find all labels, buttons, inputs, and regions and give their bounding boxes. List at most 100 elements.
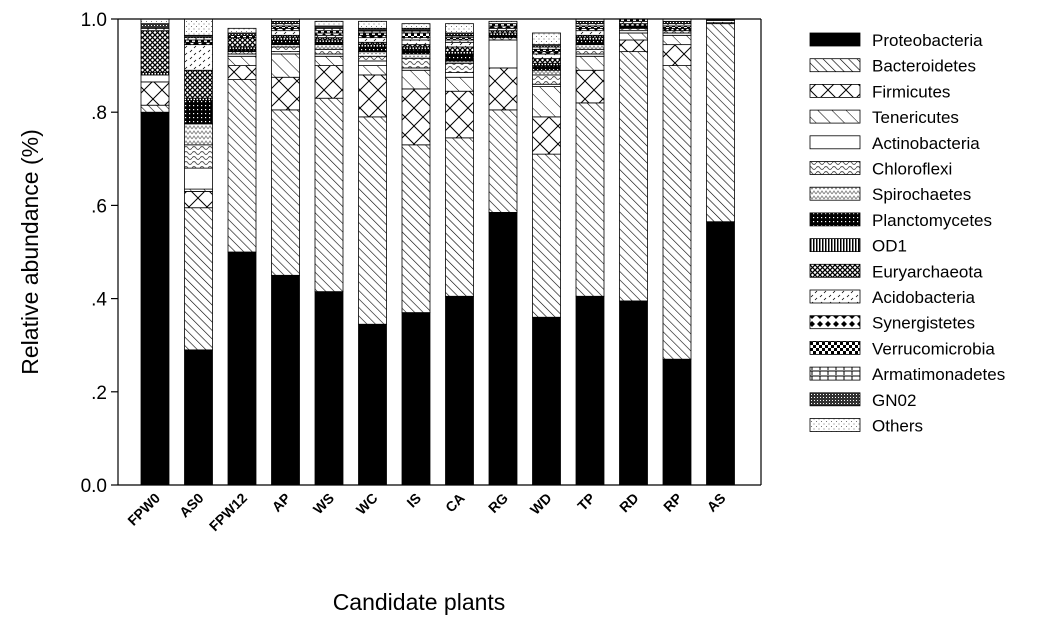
bar-segment-chloroflexi-ws [314,48,344,55]
legend-item-euryarchaeota: Euryarchaeota [809,262,983,281]
bar-segment-acidobacteria-wd [532,53,561,60]
bar-segment-planctomycetes-ca [445,53,474,62]
bar-segment-firmicutes-ws [314,65,344,99]
bar-segment-chloroflexi-ap [271,46,300,53]
bar-segment-planctomycetes-wc [358,46,387,53]
bar-segment-actinobacteria-wc [358,60,387,66]
bar-segment-bacteroidetes-ap [271,109,300,276]
bar-segment-planctomycetes-is [401,48,431,55]
x-axis-title: Candidate plants [333,589,506,615]
bar-segment-firmicutes-tp [575,69,605,104]
bar-segment-tenericutes-wc [358,65,387,76]
legend-item-actinobacteria: Actinobacteria [809,134,980,153]
bar-segment-planctomycetes-wd [532,65,561,71]
bar-segment-proteobacteria-rp [662,358,692,486]
bar-segment-tenericutes-tp [575,55,605,71]
bar-segment-tenericutes-rp [662,34,692,46]
bar-segment-others-fpw0 [140,18,170,25]
bar-segment-actinobacteria-rg [488,39,518,69]
bar-segment-firmicutes-is [401,88,431,146]
legend-item-gn02: GN02 [809,391,916,410]
bar-stack-tp [575,18,605,486]
bar-segment-euryarchaeota-fpw0 [140,30,170,73]
bar-segment-firmicutes-ap [271,76,300,111]
bar-segment-proteobacteria-ap [271,274,300,486]
bar-segment-firmicutes-rp [662,44,692,67]
bar-segment-acidobacteria-ca [445,41,474,48]
x-tick-label-fpw12: FPW12 [206,490,250,534]
bar-stack-as [706,18,735,486]
bar-segment-bacteroidetes-is [401,144,431,313]
legend-label: Bacteroidetes [872,57,976,76]
bar-segment-firmicutes-wd [532,116,561,155]
bar-segment-spirochaetes-as0 [184,123,213,146]
bar-segment-spirochaetes-is [401,53,431,60]
bar-segment-bacteroidetes-fpw12 [227,79,257,253]
legend-item-firmicutes: Firmicutes [809,82,950,101]
legend-swatch [809,263,861,278]
bar-segment-euryarchaeota-fpw12 [227,37,257,48]
legend-swatch [809,289,861,304]
bar-segment-proteobacteria-tp [575,295,605,486]
bar-segment-others-fpw12 [227,27,257,34]
bar-segment-acidobacteria-wc [358,37,387,43]
bar-segment-proteobacteria-is [401,312,431,486]
bar-segment-firmicutes-as0 [184,191,213,209]
bar-stack-rp [662,18,692,486]
bar-segment-euryarchaeota-wd [532,58,561,64]
y-axis: 0.0 .2 .4 .6 .8 1.0 [81,10,762,497]
y-tick-label: .8 [91,103,107,124]
legend-item-proteobacteria: Proteobacteria [809,31,983,50]
bar-segment-planctomycetes-ap [271,39,300,46]
bar-segment-spirochaetes-ws [314,44,344,50]
bar-segment-spirochaetes-wd [532,69,561,76]
x-tick-label-as: AS [704,490,729,515]
bar-segment-proteobacteria-as0 [184,349,213,486]
legend-item-acidobacteria: Acidobacteria [809,288,976,307]
bar-stack-ap [271,18,300,486]
bar-segment-proteobacteria-wd [532,316,561,486]
x-tick-label-ap: AP [269,490,294,515]
x-tick-label-rd: RD [616,490,642,516]
bar-segment-proteobacteria-rg [488,211,518,486]
bar-segment-euryarchaeota-as0 [184,69,213,99]
legend-label: GN02 [872,391,916,410]
bar-segment-bacteroidetes-rp [662,65,692,360]
bar-segment-bacteroidetes-as0 [184,207,213,351]
legend-item-chloroflexi: Chloroflexi [809,160,952,179]
x-tick-label-ca: CA [442,490,468,516]
x-tick-label-rp: RP [660,490,685,515]
bar-segment-others-as0 [184,18,213,36]
bar-stack-fpw12 [227,27,257,486]
bar-segment-chloroflexi-as0 [184,144,213,169]
legend-item-od1: OD1 [809,237,907,256]
legend-label: Verrucomicrobia [872,339,995,358]
bar-segment-bacteroidetes-wd [532,153,561,318]
legend-label: Acidobacteria [872,288,976,307]
legend-item-bacteroidetes: Bacteroidetes [809,57,976,76]
bar-segment-tenericutes-wd [532,86,561,118]
bar-segment-bacteroidetes-rg [488,109,518,213]
legend-swatch [809,58,861,73]
bar-segment-acidobacteria-ap [271,30,300,36]
x-tick-label-as0: AS0 [176,490,207,521]
bar-segment-proteobacteria-fpw12 [227,251,257,486]
legend-swatch [809,238,861,253]
legend: Proteobacteria Bacteroidetes Firmicutes Ten… [809,31,1005,436]
bar-segment-proteobacteria-fpw0 [140,111,170,486]
y-axis-title: Relative abundance (%) [17,129,43,374]
legend-label: Synergistetes [872,314,975,333]
legend-label: Planctomycetes [872,211,992,230]
bar-stack-fpw0 [140,18,170,486]
legend-swatch [809,315,861,330]
bar-segment-bacteroidetes-fpw0 [140,104,170,113]
legend-swatch [809,392,861,407]
bar-segment-acidobacteria-tp [575,30,605,36]
bar-stack-wd [532,32,561,486]
bar-segment-others-is [401,23,431,29]
bar-segment-spirochaetes-tp [575,44,605,50]
bar-segment-tenericutes-rd [619,32,648,41]
bar-stack-is [401,23,431,486]
legend-item-armatimonadetes: Armatimonadetes [809,365,1005,384]
x-tick-label-rg: RG [485,490,511,516]
